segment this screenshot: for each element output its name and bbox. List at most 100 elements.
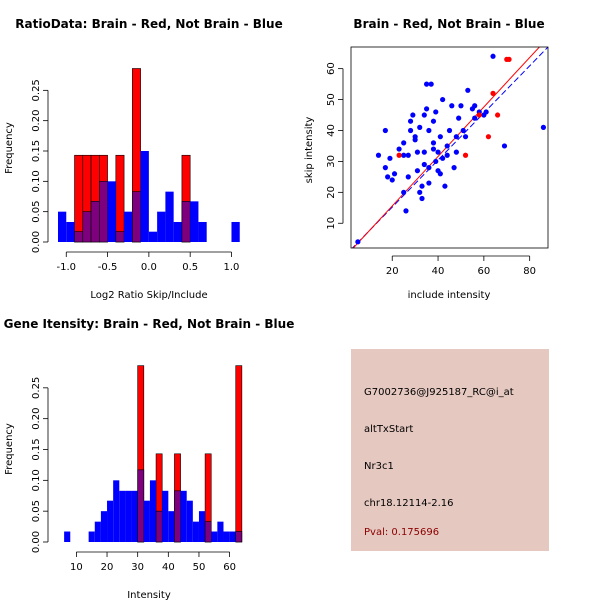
not-brain-point bbox=[472, 115, 478, 121]
not-brain-point bbox=[440, 96, 446, 103]
not-brain-point bbox=[419, 183, 425, 189]
overlap-bar bbox=[115, 231, 125, 243]
not-brain-point bbox=[490, 53, 496, 59]
not-brain-point bbox=[401, 140, 407, 146]
x-tick-label: -1.0 bbox=[57, 262, 77, 273]
not-brain-bar bbox=[198, 511, 206, 542]
y-tick-label: 0.25 bbox=[31, 79, 42, 101]
not-brain-point bbox=[403, 208, 409, 214]
chart-title: Gene Itensity: Brain - Red, Not Brain - … bbox=[4, 317, 295, 331]
not-brain-point bbox=[472, 103, 478, 109]
not-brain-point bbox=[444, 143, 450, 149]
not-brain-bar bbox=[64, 531, 71, 542]
not-brain-point bbox=[421, 161, 427, 168]
not-brain-bar bbox=[100, 511, 108, 542]
brain-fit-line bbox=[352, 47, 541, 248]
not-brain-bar bbox=[148, 231, 158, 242]
not-brain-point bbox=[458, 103, 464, 109]
brain-bar bbox=[235, 365, 243, 543]
genomic-location: chr18.12114-2.16 bbox=[364, 498, 454, 509]
overlap-bar bbox=[235, 531, 243, 543]
not-brain-point bbox=[430, 140, 437, 146]
not-brain-point bbox=[407, 118, 414, 124]
brain-point bbox=[476, 112, 482, 118]
y-tick-label: 0.15 bbox=[31, 140, 42, 162]
not-brain-bar bbox=[143, 500, 150, 542]
x-axis-label: Log2 Ratio Skip/Include bbox=[90, 290, 207, 301]
not-brain-point bbox=[426, 165, 432, 171]
y-axis-label: Frequency bbox=[4, 122, 15, 174]
not-brain-point bbox=[433, 109, 439, 115]
not-brain-point bbox=[421, 149, 427, 155]
y-tick-label: 0.25 bbox=[31, 377, 42, 399]
p-value: Pval: 0.175696 bbox=[364, 527, 440, 538]
brain-bar bbox=[74, 154, 84, 243]
x-tick-label: 1.0 bbox=[224, 262, 240, 273]
y-tick-label: 60 bbox=[326, 62, 337, 75]
not-brain-point bbox=[501, 143, 508, 149]
not-brain-point bbox=[405, 152, 411, 158]
x-tick-label: 10 bbox=[70, 562, 83, 573]
not-brain-point bbox=[449, 103, 455, 109]
intensity-scatter: Brain - Red, Not Brain - Blue include int… bbox=[304, 17, 549, 301]
not-brain-point bbox=[407, 127, 414, 134]
not-brain-point bbox=[396, 146, 402, 152]
not-brain-bar bbox=[66, 221, 75, 242]
not-brain-bar bbox=[124, 211, 133, 242]
not-brain-point bbox=[421, 112, 427, 118]
brain-point bbox=[490, 90, 496, 96]
not-brain-point bbox=[414, 149, 421, 155]
x-tick-label: 20 bbox=[386, 266, 399, 277]
x-tick-label: 60 bbox=[477, 266, 490, 277]
x-tick-label: 80 bbox=[523, 266, 536, 277]
not-brain-point bbox=[483, 109, 489, 115]
not-brain-point bbox=[437, 171, 443, 177]
gene-name: Nr3c1 bbox=[364, 461, 394, 472]
not-brain-bar bbox=[88, 531, 95, 542]
not-brain-bar bbox=[58, 211, 67, 242]
not-brain-bar bbox=[107, 181, 116, 242]
not-brain-point bbox=[426, 180, 432, 186]
not-brain-point bbox=[355, 239, 361, 245]
overlap-bar bbox=[155, 510, 163, 543]
not-brain-bar bbox=[165, 191, 174, 242]
not-brain-bar bbox=[229, 531, 236, 542]
ratio-histogram: RatioData: Brain - Red, Not Brain - Blue… bbox=[4, 17, 283, 301]
not-brain-point bbox=[412, 134, 418, 140]
not-brain-bar bbox=[149, 480, 157, 542]
y-axis-label: skip intensity bbox=[304, 117, 315, 184]
y-axis-label: Frequency bbox=[4, 423, 15, 475]
y-tick-label: 20 bbox=[326, 186, 337, 199]
x-axis-label: include intensity bbox=[408, 290, 491, 301]
not-brain-point bbox=[453, 134, 459, 140]
x-tick-label: 0.5 bbox=[182, 262, 198, 273]
not-brain-point bbox=[417, 124, 423, 130]
y-tick-label: 0.10 bbox=[31, 469, 42, 491]
overlap-bar bbox=[82, 211, 92, 243]
not-brain-point bbox=[440, 155, 446, 161]
not-brain-bar bbox=[140, 151, 149, 242]
not-brain-bar bbox=[180, 490, 187, 542]
x-tick-label: 40 bbox=[162, 562, 175, 573]
x-axis-label: Intensity bbox=[127, 590, 171, 600]
brain-point bbox=[506, 56, 512, 62]
not-brain-point bbox=[405, 174, 411, 180]
not-brain-bar bbox=[119, 490, 126, 542]
x-tick-label: 60 bbox=[223, 562, 236, 573]
not-brain-point bbox=[435, 149, 441, 155]
not-brain-bar bbox=[173, 221, 182, 242]
not-brain-point bbox=[382, 127, 388, 134]
not-brain-point bbox=[446, 127, 453, 134]
not-brain-point bbox=[423, 81, 430, 87]
not-brain-point bbox=[401, 152, 407, 158]
not-brain-bar bbox=[198, 221, 207, 242]
overlap-bar bbox=[74, 231, 84, 243]
y-tick-label: 50 bbox=[326, 93, 337, 106]
not-brain-bar bbox=[131, 490, 138, 542]
not-brain-point bbox=[451, 165, 457, 171]
y-tick-label: 0.10 bbox=[31, 170, 42, 192]
not-brain-point bbox=[382, 165, 388, 171]
y-tick-label: 30 bbox=[326, 155, 337, 168]
